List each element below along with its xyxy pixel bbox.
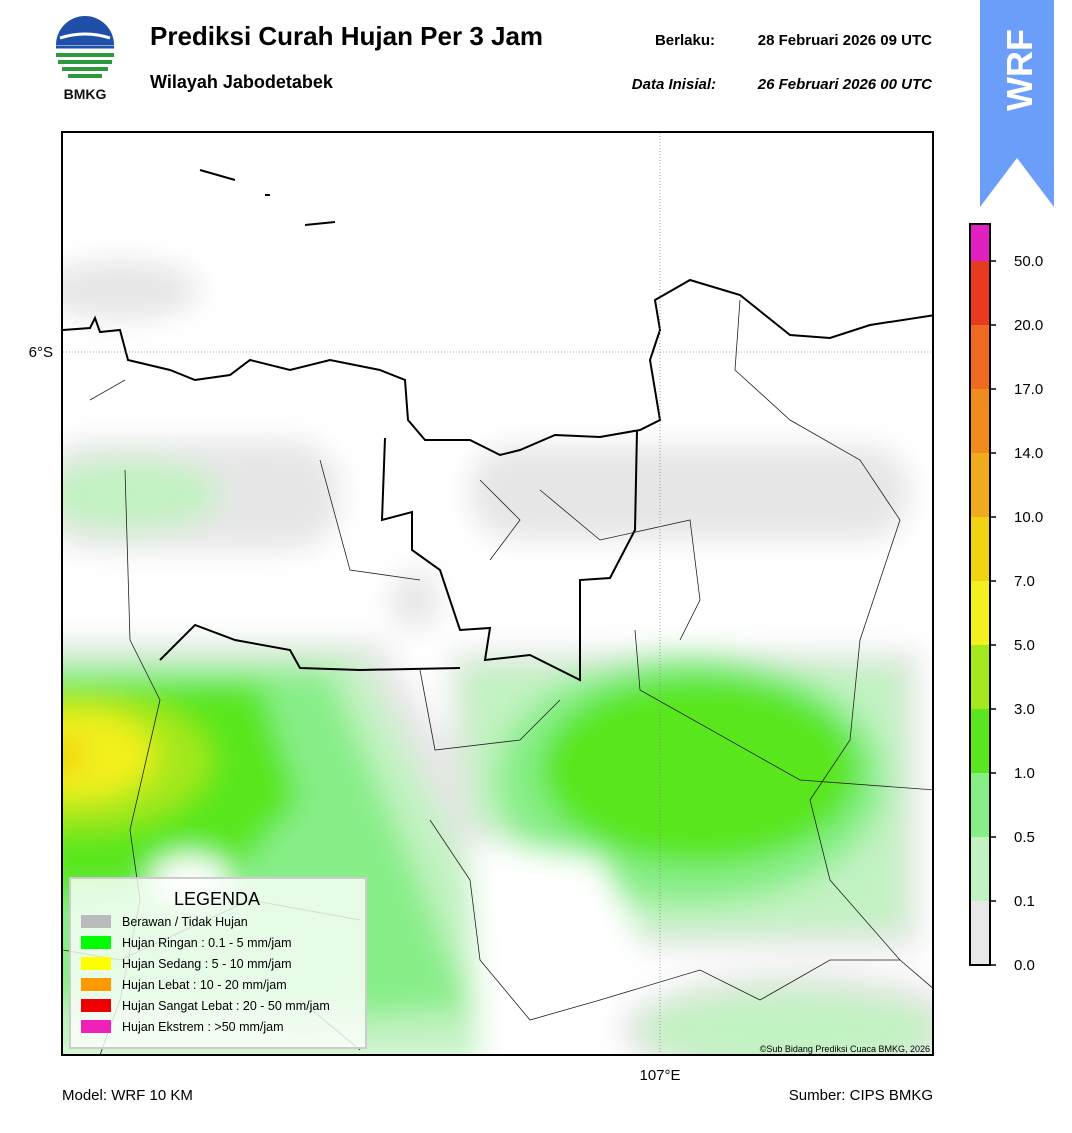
colorbar-bin bbox=[971, 901, 989, 965]
map-field bbox=[63, 133, 932, 1054]
valid-label: Berlaku: bbox=[655, 32, 715, 49]
colorbar-tick-label: 14.0 bbox=[1014, 445, 1043, 462]
footer-model: Model: WRF 10 KM bbox=[62, 1087, 193, 1104]
colorbar-tick-label: 7.0 bbox=[1014, 573, 1035, 590]
legend-swatch bbox=[81, 978, 111, 991]
lon-label: 107°E bbox=[639, 1067, 680, 1084]
colorbar-bin bbox=[971, 581, 989, 645]
map-frame bbox=[61, 131, 934, 1056]
colorbar-tick-label: 3.0 bbox=[1014, 701, 1035, 718]
legend-label: Hujan Ringan : 0.1 - 5 mm/jam bbox=[122, 936, 292, 950]
colorbar: 0.0 0.1 0.5 1.0 3.0 5.0 7.0 10.0 14.0 17.0 20.0 50.… bbox=[969, 223, 1043, 974]
badge-text: WRF bbox=[999, 29, 1040, 111]
title: Prediksi Curah Hujan Per 3 Jam bbox=[150, 21, 543, 51]
colorbar-bin bbox=[971, 837, 989, 901]
colorbar-frame bbox=[969, 223, 991, 966]
legend-title: LEGENDA bbox=[174, 889, 260, 909]
colorbar-tick-label: 17.0 bbox=[1014, 381, 1043, 398]
colorbar-bin bbox=[971, 517, 989, 581]
legend-label: Hujan Lebat : 10 - 20 mm/jam bbox=[122, 978, 287, 992]
init-label: Data Inisial: bbox=[632, 76, 716, 93]
colorbar-tick-label: 0.5 bbox=[1014, 829, 1035, 846]
legend: LEGENDA Berawan / Tidak Hujan Hujan Ringa… bbox=[69, 877, 367, 1049]
colorbar-tick-label: 0.0 bbox=[1014, 957, 1035, 974]
legend-label: Hujan Ekstrem : >50 mm/jam bbox=[122, 1020, 284, 1034]
colorbar-tick-label: 1.0 bbox=[1014, 765, 1035, 782]
logo: BMKG bbox=[56, 16, 114, 102]
lat-label: 6°S bbox=[29, 344, 53, 361]
colorbar-bin bbox=[971, 709, 989, 773]
legend-swatch bbox=[81, 1020, 111, 1033]
colorbar-bin bbox=[971, 453, 989, 517]
subtitle: Wilayah Jabodetabek bbox=[150, 72, 334, 92]
colorbar-tick-label: 20.0 bbox=[1014, 317, 1043, 334]
colorbar-tick-label: 0.1 bbox=[1014, 893, 1035, 910]
colorbar-bin bbox=[971, 325, 989, 389]
colorbar-bin bbox=[971, 773, 989, 837]
valid-time: 28 Februari 2026 09 UTC bbox=[758, 32, 932, 49]
colorbar-bin bbox=[971, 225, 989, 261]
colorbar-bin bbox=[971, 645, 989, 709]
colorbar-tick-label: 5.0 bbox=[1014, 637, 1035, 654]
legend-label: Hujan Sedang : 5 - 10 mm/jam bbox=[122, 957, 292, 971]
legend-swatch bbox=[81, 936, 111, 949]
credit: ©Sub Bidang Prediksi Cuaca BMKG, 2026 bbox=[760, 1044, 930, 1054]
legend-label: Berawan / Tidak Hujan bbox=[122, 915, 248, 929]
footer-source: Sumber: CIPS BMKG bbox=[789, 1087, 933, 1104]
badge bbox=[980, 0, 1054, 207]
legend-swatch bbox=[81, 915, 111, 928]
legend-swatch bbox=[81, 999, 111, 1012]
legend-label: Hujan Sangat Lebat : 20 - 50 mm/jam bbox=[122, 999, 330, 1013]
colorbar-tick-label: 50.0 bbox=[1014, 253, 1043, 270]
colorbar-bin bbox=[971, 389, 989, 453]
colorbar-bin bbox=[971, 261, 989, 325]
init-time: 26 Februari 2026 00 UTC bbox=[757, 76, 933, 93]
colorbar-tick-label: 10.0 bbox=[1014, 509, 1043, 526]
logo-text: BMKG bbox=[64, 86, 107, 102]
legend-swatch bbox=[81, 957, 111, 970]
